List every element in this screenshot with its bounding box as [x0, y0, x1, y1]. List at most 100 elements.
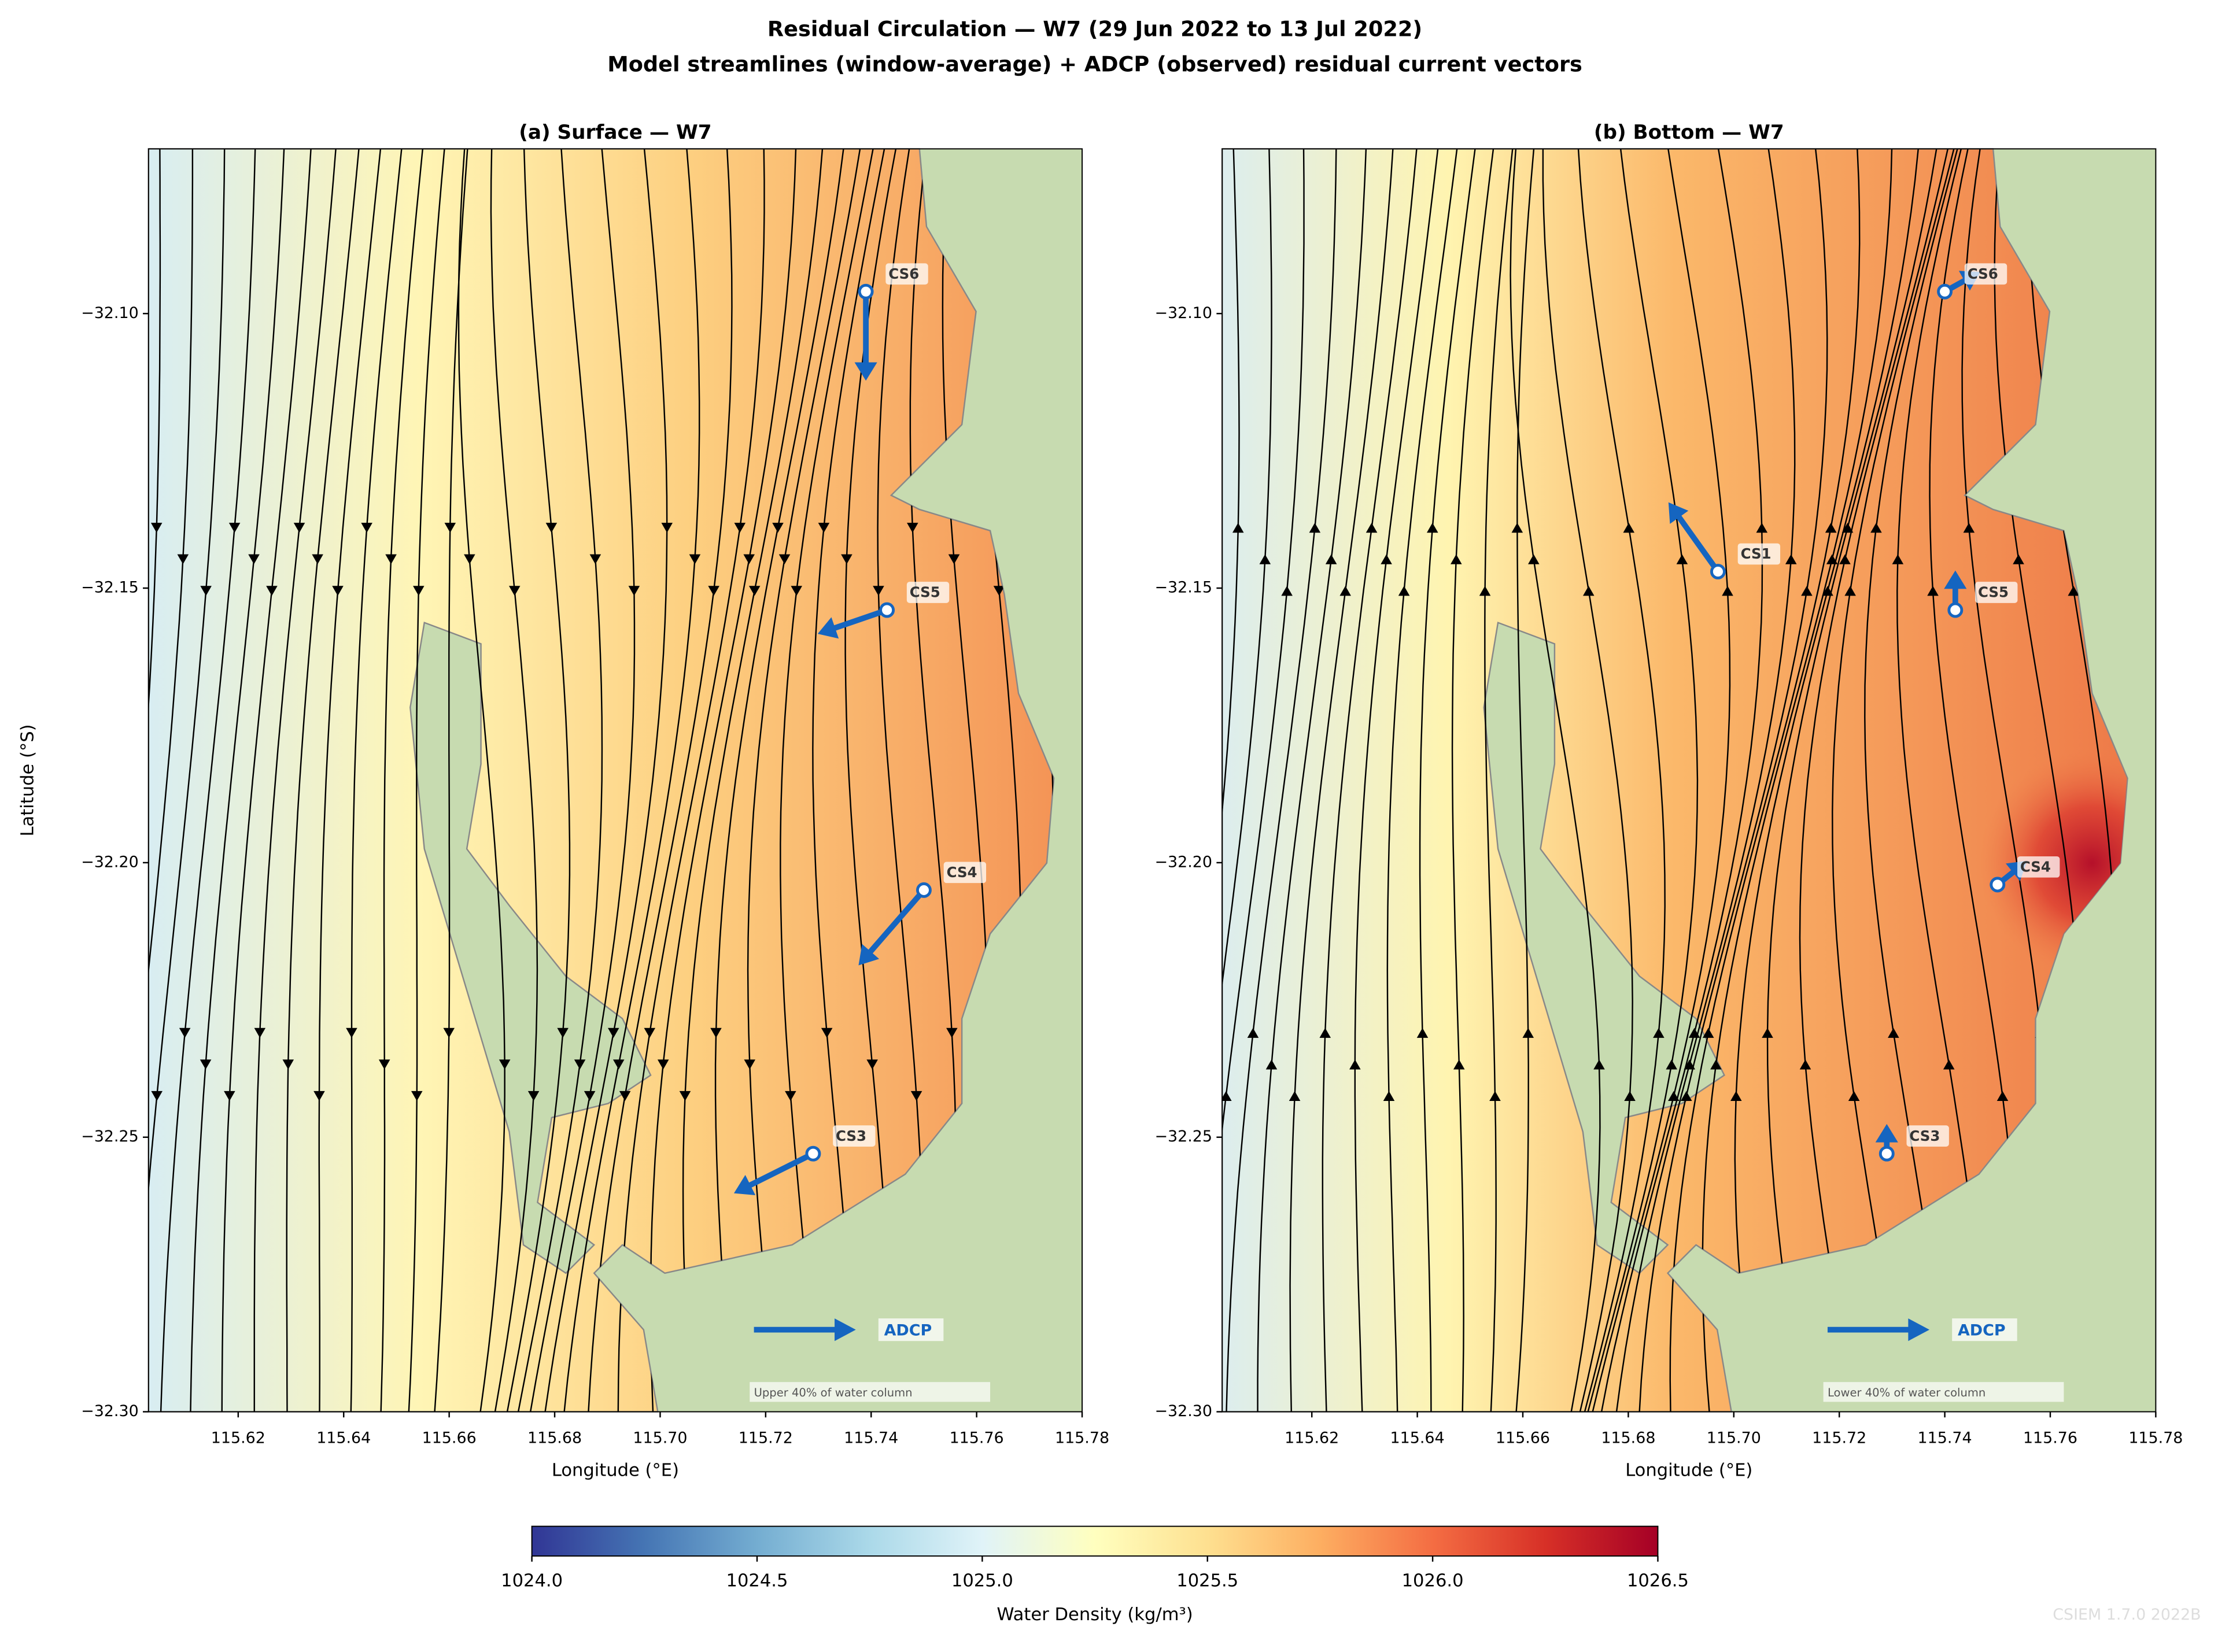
colorbar-tick-label: 1024.5	[726, 1570, 788, 1591]
figure-subtitle: Model streamlines (window-average) + ADC…	[607, 52, 1582, 77]
streamline	[617, 149, 765, 1412]
streamline	[1638, 149, 1828, 1412]
panel-title: (a) Surface — W7	[519, 121, 711, 144]
x-tick-label: 115.62	[1285, 1429, 1339, 1447]
streamline	[506, 149, 571, 1412]
streamline-arrow	[1668, 1091, 1680, 1102]
streamline	[253, 149, 337, 1412]
streamline-arrow	[1416, 1028, 1429, 1038]
station-point	[1947, 602, 1964, 618]
streamline-arrow	[1281, 586, 1293, 596]
y-tick-label: −32.15	[1155, 579, 1213, 597]
streamline-arrow	[1892, 554, 1904, 564]
streamline	[1600, 149, 1763, 1412]
coastline	[147, 148, 1055, 1413]
streamline	[1799, 149, 1949, 1412]
streamline-arrow	[910, 1091, 922, 1102]
streamline-arrow	[1963, 523, 1975, 533]
streamline-arrow	[1710, 1059, 1722, 1070]
station-label-bg	[1737, 543, 1781, 565]
x-tick-label: 115.72	[739, 1429, 793, 1447]
streamline-arrow	[224, 1091, 235, 1102]
streamline-arrow	[1426, 523, 1438, 533]
streamline-arrow	[1528, 554, 1540, 564]
streamline	[457, 149, 505, 1412]
streamline-arrow	[873, 586, 884, 596]
streamline-arrow	[1680, 1091, 1692, 1102]
station-vector	[743, 1151, 815, 1191]
streamline-arrow	[679, 1091, 691, 1102]
streamline	[1766, 149, 1937, 1412]
station-point	[1879, 1145, 1895, 1162]
streamline-arrow	[444, 523, 456, 533]
streamline	[190, 149, 285, 1412]
streamline	[350, 149, 403, 1412]
streamline-arrow	[1927, 586, 1939, 596]
streamline-arrow	[708, 586, 719, 596]
streamline-arrow	[508, 586, 521, 596]
y-axis-label: Latitude (°S)	[17, 724, 38, 836]
streamline-arrow	[1839, 554, 1851, 564]
streamline-arrow	[1381, 554, 1392, 564]
water	[1222, 149, 2128, 1412]
streamline-arrow	[545, 523, 558, 533]
streamline	[318, 149, 382, 1412]
station-point	[1710, 564, 1726, 580]
y-tick-label: −32.10	[81, 304, 139, 322]
legend-label: ADCP	[1958, 1322, 2006, 1340]
colorbar-tick-label: 1024.0	[501, 1570, 563, 1591]
streamline	[812, 149, 885, 1412]
island	[1483, 622, 1725, 1274]
y-tick-label: −32.30	[81, 1402, 139, 1420]
station-vector	[1673, 509, 1721, 574]
streamline-arrow	[443, 1028, 455, 1038]
station-label: CS5	[910, 584, 940, 601]
y-tick-label: −32.20	[1155, 853, 1213, 871]
streamline-arrow	[1756, 523, 1768, 533]
streamline-arrow	[266, 586, 278, 596]
streamline-arrow	[313, 1091, 325, 1102]
streamline-arrow	[1702, 1028, 1714, 1038]
station-label-bg	[1964, 263, 2007, 285]
streamline	[148, 149, 194, 1412]
station-point	[858, 283, 874, 300]
y-tick-label: −32.30	[1155, 1402, 1213, 1420]
streamline-arrow	[1653, 1028, 1665, 1038]
streamline-arrow	[689, 554, 701, 564]
streamline-arrow	[1593, 1059, 1605, 1070]
streamline-arrow	[734, 523, 746, 533]
x-tick-label: 115.76	[950, 1429, 1004, 1447]
streamline-arrow	[1825, 523, 1837, 533]
streamline-arrow	[1943, 1059, 1955, 1070]
streamline	[1451, 149, 1494, 1412]
streamline-arrow	[1247, 1028, 1259, 1038]
station-vector-head	[1668, 502, 1689, 524]
streamline-arrow	[332, 586, 344, 596]
legend-label-bg	[878, 1318, 944, 1341]
x-tick-label: 115.78	[1055, 1429, 1109, 1447]
streamline-arrow	[1799, 1059, 1811, 1070]
y-tick-label: −32.25	[81, 1128, 139, 1145]
streamline-arrow	[818, 523, 830, 533]
streamline-arrow	[179, 1028, 191, 1038]
legend-arrow-head	[835, 1318, 856, 1341]
streamline-arrow	[574, 1059, 586, 1070]
y-tick-label: −32.15	[81, 579, 139, 597]
station-label: CS4	[947, 864, 977, 881]
streamline	[1510, 149, 1601, 1412]
streamline	[1257, 149, 1367, 1412]
streamline	[380, 149, 424, 1412]
colorbar-tick-label: 1026.0	[1402, 1570, 1464, 1591]
streamline-arrow	[1801, 586, 1813, 596]
streamline	[1669, 149, 1861, 1412]
streamline	[1832, 149, 1955, 1412]
streamline-arrow	[464, 554, 475, 564]
streamline	[1587, 149, 1699, 1412]
streamline-arrow	[1383, 1091, 1395, 1102]
streamline-arrow	[1676, 554, 1688, 564]
streamlines	[1222, 149, 2128, 1412]
x-tick-label: 115.64	[316, 1429, 371, 1447]
streamline-arrow	[151, 1091, 163, 1102]
streamline-arrow	[584, 1091, 596, 1102]
x-tick-label: 115.68	[1601, 1429, 1655, 1447]
